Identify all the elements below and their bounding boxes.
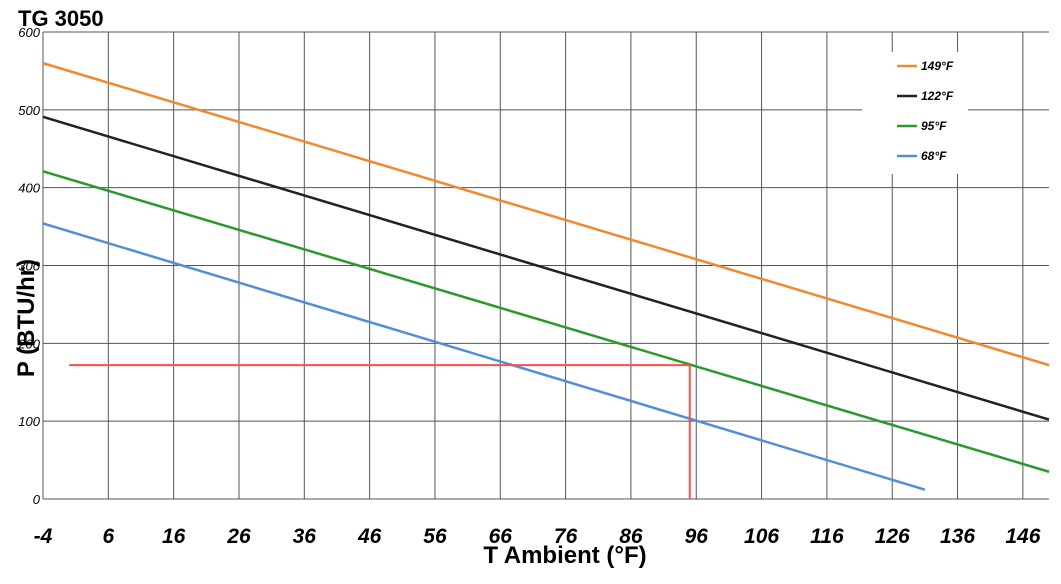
x-tick-label-36: 36 <box>293 525 317 548</box>
chart-title: TG 3050 <box>18 6 104 31</box>
y-axis-title: P (BTU/hr) <box>13 259 40 377</box>
series-line-149-f <box>42 61 1050 367</box>
x-tick-label-4: -4 <box>34 525 53 548</box>
y-tick-label-200: 200 <box>17 336 40 351</box>
y-tick-label-0: 0 <box>33 492 41 507</box>
x-tick-label-56: 56 <box>423 525 447 548</box>
x-tick-label-6: 6 <box>102 525 114 548</box>
x-tick-label-136: 136 <box>940 525 975 548</box>
series-line-122-f <box>42 115 1050 421</box>
x-tick-label-96: 96 <box>685 525 709 548</box>
x-tick-label-26: 26 <box>226 525 251 548</box>
x-tick-label-86: 86 <box>619 525 643 548</box>
x-tick-label-116: 116 <box>810 525 844 548</box>
legend: 149°F 122°F 95°F 68°F <box>862 52 968 174</box>
legend-items: 149°F 122°F 95°F 68°F <box>897 59 954 163</box>
y-tick-label-400: 400 <box>18 181 40 196</box>
legend-label-68-f: 68°F <box>921 149 947 163</box>
legend-box <box>862 52 968 174</box>
x-axis-title: T Ambient (°F) <box>483 542 646 569</box>
legend-label-149-f: 149°F <box>921 59 954 73</box>
series-lines <box>42 61 1050 491</box>
y-tick-label-500: 500 <box>18 103 40 118</box>
y-tick-label-100: 100 <box>18 414 40 429</box>
y-tick-label-600: 600 <box>18 25 40 40</box>
series-line-95-f <box>42 170 1050 473</box>
x-tick-label-126: 126 <box>875 525 910 548</box>
x-tick-label-76: 76 <box>554 525 578 548</box>
x-tick-label-106: 106 <box>744 525 779 548</box>
x-tick-label-16: 16 <box>162 525 186 548</box>
tick-labels: 0 100 200 300 400 500 600 -4 6 16 26 36 46 56 66 76 86 96… <box>17 25 1040 548</box>
x-tick-label-146: 146 <box>1005 525 1040 548</box>
x-tick-label-46: 46 <box>357 525 382 548</box>
series-line-68-f <box>42 222 926 491</box>
reference-lines <box>69 364 691 499</box>
y-tick-label-300: 300 <box>18 259 40 274</box>
legend-label-122-f: 122°F <box>921 89 954 103</box>
legend-label-95-f: 95°F <box>921 119 947 133</box>
x-tick-label-66: 66 <box>489 525 513 548</box>
